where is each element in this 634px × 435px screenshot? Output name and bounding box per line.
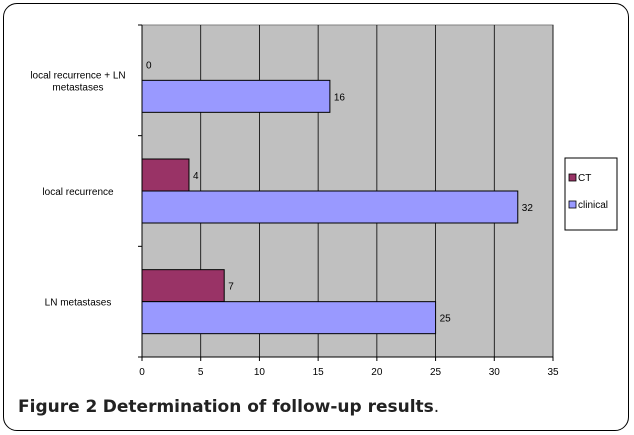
bar-chart: 0 5 10 15 20 25 30 35 local recurrence + LNmetas… xyxy=(30,24,618,378)
legend-label-ct: CT xyxy=(578,173,591,184)
data-label: 32 xyxy=(522,203,534,214)
bar-clinical xyxy=(141,190,519,224)
x-tick-label: 10 xyxy=(254,367,266,378)
bar-clinical xyxy=(141,301,437,335)
data-label: 25 xyxy=(440,314,452,325)
x-tick-label: 30 xyxy=(489,367,501,378)
data-label: 4 xyxy=(193,171,199,182)
x-tick-label: 35 xyxy=(547,367,559,378)
bar-ct xyxy=(141,269,225,303)
x-tick-label: 25 xyxy=(430,367,442,378)
data-label: 0 xyxy=(146,60,152,71)
data-label: 16 xyxy=(334,92,346,103)
x-tick-label: 5 xyxy=(198,367,204,378)
category-label: local recurrence xyxy=(42,187,114,198)
data-label: 7 xyxy=(228,282,234,293)
figure-label: Figure 2 xyxy=(18,397,98,417)
legend-swatch-ct xyxy=(568,173,577,182)
bar-clinical xyxy=(141,79,331,113)
category-label: local recurrence + LN xyxy=(30,70,125,81)
x-tick-label: 15 xyxy=(313,367,325,378)
x-tick-label: 20 xyxy=(371,367,383,378)
legend-box xyxy=(564,157,618,231)
figure-caption: Figure 2 Determination of follow-up resu… xyxy=(18,397,439,417)
bar-ct xyxy=(141,158,190,192)
category-label: LN metastases xyxy=(45,298,112,309)
legend-label-clinical: clinical xyxy=(578,200,608,211)
x-tick-label: 0 xyxy=(139,367,145,378)
legend-swatch-clinical xyxy=(568,200,577,209)
category-label: metastases xyxy=(52,82,103,93)
caption-period: . xyxy=(433,397,440,417)
caption-text: Determination of follow-up results xyxy=(102,397,434,417)
